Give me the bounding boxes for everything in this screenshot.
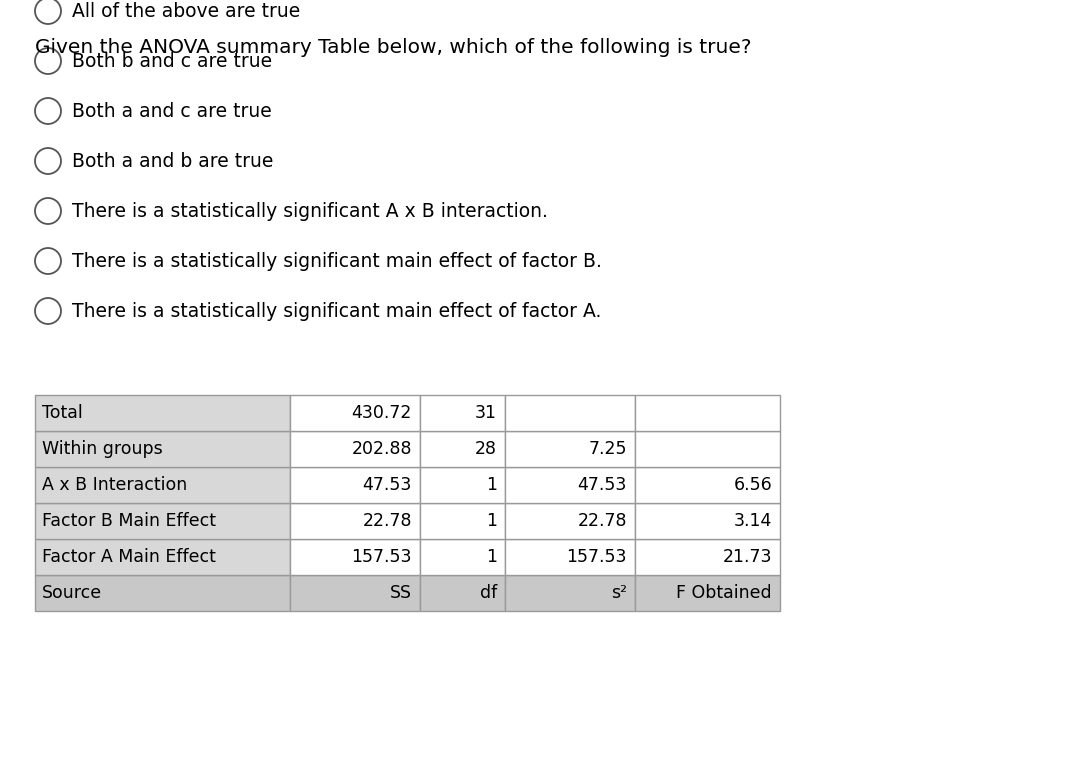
Text: 47.53: 47.53 [578, 476, 627, 494]
Text: SS: SS [389, 584, 412, 602]
Text: Source: Source [42, 584, 102, 602]
Text: 430.72: 430.72 [352, 404, 412, 422]
Text: 1: 1 [486, 548, 496, 566]
Text: Given the ANOVA summary Table below, which of the following is true?: Given the ANOVA summary Table below, whi… [35, 38, 751, 57]
Text: 3.14: 3.14 [734, 512, 771, 530]
FancyBboxPatch shape [290, 539, 421, 575]
Text: Both a and c are true: Both a and c are true [72, 102, 272, 120]
FancyBboxPatch shape [290, 503, 421, 539]
FancyBboxPatch shape [35, 395, 290, 431]
FancyBboxPatch shape [421, 395, 505, 431]
FancyBboxPatch shape [290, 431, 421, 467]
Text: 47.53: 47.53 [363, 476, 412, 494]
Text: 22.78: 22.78 [578, 512, 627, 530]
Text: s²: s² [611, 584, 627, 602]
FancyBboxPatch shape [505, 575, 635, 611]
FancyBboxPatch shape [421, 503, 505, 539]
Text: Total: Total [42, 404, 82, 422]
Text: 202.88: 202.88 [352, 440, 412, 458]
Text: 157.53: 157.53 [352, 548, 412, 566]
FancyBboxPatch shape [421, 539, 505, 575]
FancyBboxPatch shape [421, 575, 505, 611]
Text: df: df [479, 584, 496, 602]
FancyBboxPatch shape [635, 395, 780, 431]
Text: 7.25: 7.25 [588, 440, 627, 458]
Text: 28: 28 [475, 440, 496, 458]
Text: A x B Interaction: A x B Interaction [42, 476, 187, 494]
FancyBboxPatch shape [505, 467, 635, 503]
Text: 1: 1 [486, 512, 496, 530]
Text: Within groups: Within groups [42, 440, 163, 458]
FancyBboxPatch shape [505, 395, 635, 431]
FancyBboxPatch shape [421, 431, 505, 467]
Text: All of the above are true: All of the above are true [72, 2, 301, 21]
FancyBboxPatch shape [505, 503, 635, 539]
FancyBboxPatch shape [635, 539, 780, 575]
Text: F Obtained: F Obtained [676, 584, 771, 602]
Text: 21.73: 21.73 [722, 548, 771, 566]
Text: There is a statistically significant main effect of factor A.: There is a statistically significant mai… [72, 302, 601, 320]
FancyBboxPatch shape [290, 395, 421, 431]
Text: Factor B Main Effect: Factor B Main Effect [42, 512, 216, 530]
Text: Both a and b are true: Both a and b are true [72, 152, 273, 171]
Text: Factor A Main Effect: Factor A Main Effect [42, 548, 216, 566]
Text: 22.78: 22.78 [363, 512, 412, 530]
FancyBboxPatch shape [35, 467, 290, 503]
FancyBboxPatch shape [635, 431, 780, 467]
FancyBboxPatch shape [35, 431, 290, 467]
FancyBboxPatch shape [290, 467, 421, 503]
Text: 31: 31 [475, 404, 496, 422]
FancyBboxPatch shape [635, 575, 780, 611]
FancyBboxPatch shape [505, 431, 635, 467]
Text: There is a statistically significant main effect of factor B.: There is a statistically significant mai… [72, 251, 601, 270]
FancyBboxPatch shape [635, 467, 780, 503]
Text: 1: 1 [486, 476, 496, 494]
Text: 157.53: 157.53 [566, 548, 627, 566]
FancyBboxPatch shape [290, 575, 421, 611]
FancyBboxPatch shape [35, 539, 290, 575]
FancyBboxPatch shape [505, 539, 635, 575]
Text: Both b and c are true: Both b and c are true [72, 51, 272, 70]
FancyBboxPatch shape [635, 503, 780, 539]
Text: There is a statistically significant A x B interaction.: There is a statistically significant A x… [72, 201, 548, 221]
FancyBboxPatch shape [35, 575, 290, 611]
FancyBboxPatch shape [35, 503, 290, 539]
Text: 6.56: 6.56 [733, 476, 771, 494]
FancyBboxPatch shape [421, 467, 505, 503]
